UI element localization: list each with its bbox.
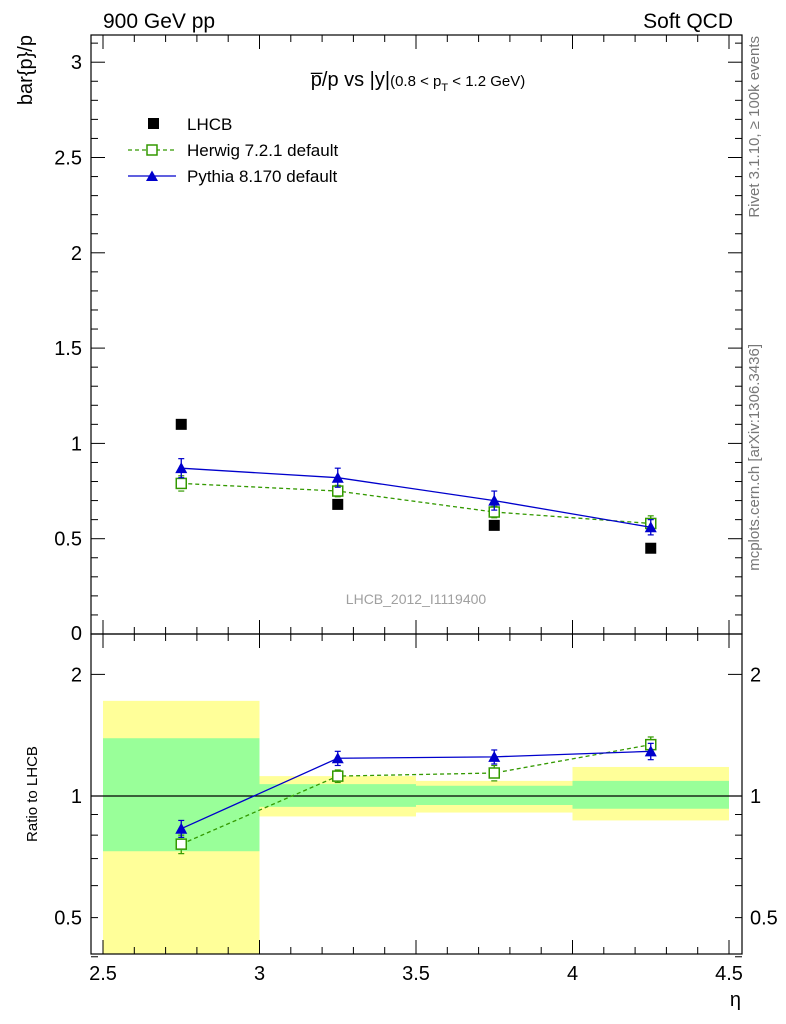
x-tick-label: 3.5 <box>402 963 430 985</box>
ratio-plot-panel: 0.5 0.5 1 1 2 2 2.5 3 3.5 4 4.5 Ratio to LHCB η <box>24 633 778 1011</box>
legend-entry-herwig: Herwig 7.2.1 default <box>128 141 338 160</box>
data-point <box>488 750 501 762</box>
header-left-label: 900 GeV pp <box>103 10 215 33</box>
main-y-axis-label: bar{p}/p <box>15 35 37 105</box>
ratio-y-tick-label-right: 0.5 <box>750 908 778 930</box>
series-line <box>180 744 651 845</box>
main-y-tick-label: 1.5 <box>54 338 82 360</box>
x-tick-label: 4.5 <box>715 963 743 985</box>
title-cut-close: < 1.2 GeV) <box>448 73 525 90</box>
main-y-tick-label: 1 <box>71 433 82 455</box>
ratio-y-tick-label-right: 2 <box>750 664 761 686</box>
legend-label-lhcb: LHCB <box>187 115 232 134</box>
series-lhcb <box>175 418 657 554</box>
series-herwig <box>175 736 657 855</box>
series-line <box>181 467 651 528</box>
main-y-tick-labels: 0 0.5 1 1.5 2 2.5 3 <box>54 52 82 645</box>
data-point <box>175 838 187 850</box>
data-point <box>175 822 188 834</box>
data-point <box>175 418 187 430</box>
series-line <box>180 750 651 830</box>
title-cut-open: (0.8 < p <box>390 73 441 90</box>
data-point <box>332 770 344 782</box>
data-point <box>644 521 657 533</box>
main-plot-title: p̅/p vs |y|(0.8 < pT < 1.2 GeV) <box>311 69 526 94</box>
data-point <box>331 752 344 764</box>
x-axis-label: η <box>730 989 741 1011</box>
legend-marker-pythia <box>146 170 158 181</box>
ratio-series-group <box>175 736 657 855</box>
data-point <box>332 498 344 510</box>
ratio-axis-ticks <box>91 634 742 958</box>
ratio-y-tick-label: 0.5 <box>54 908 82 930</box>
mcplots-reference-text: mcplots.cern.ch [arXiv:1306.3436] <box>746 344 763 571</box>
main-y-tick-label: 3 <box>71 52 82 74</box>
ratio-y-tick-label: 1 <box>71 786 82 808</box>
header-right-label: Soft QCD <box>643 10 733 33</box>
ratio-plot-frame <box>90 633 743 955</box>
analysis-watermark: LHCB_2012_I1119400 <box>346 591 487 607</box>
ratio-y-tick-label: 2 <box>71 664 82 686</box>
legend-marker-herwig <box>146 144 158 156</box>
x-tick-labels: 2.5 3 3.5 4 4.5 <box>89 963 743 985</box>
x-tick-label: 3 <box>254 963 265 985</box>
main-axis-ticks <box>91 35 742 635</box>
data-point <box>175 462 188 474</box>
main-y-tick-label: 2.5 <box>54 148 82 170</box>
rivet-version-text: Rivet 3.1.10, ≥ 100k events <box>746 36 763 218</box>
series-herwig <box>175 475 657 532</box>
ratio-uncertainty-bands <box>103 700 729 954</box>
legend-marker-lhcb <box>148 118 159 129</box>
main-series-group <box>175 418 657 554</box>
data-point <box>488 767 500 779</box>
data-point <box>331 471 344 483</box>
data-point <box>645 542 657 554</box>
legend-label-herwig: Herwig 7.2.1 default <box>187 141 338 160</box>
uncertainty-band-inner <box>572 780 729 809</box>
title-cut-subscript: T <box>441 82 448 94</box>
x-tick-label: 2.5 <box>89 963 117 985</box>
data-point <box>488 494 501 506</box>
data-point <box>175 477 187 490</box>
ratio-y-axis-label: Ratio to LHCB <box>24 746 41 842</box>
main-y-tick-label-0: 0 <box>71 623 82 645</box>
uncertainty-band-inner <box>416 785 573 805</box>
main-plot-panel: 0 0.5 1 1.5 2 2.5 3 bar{p}/p p̅/p vs |y|(0.8 … <box>15 34 743 645</box>
legend: LHCB Herwig 7.2.1 default Pythia 8.170 d… <box>128 115 338 186</box>
x-tick-label: 4 <box>567 963 578 985</box>
legend-entry-lhcb: LHCB <box>148 115 232 134</box>
legend-label-pythia: Pythia 8.170 default <box>187 167 338 186</box>
data-point <box>644 745 657 757</box>
main-y-tick-label: 2 <box>71 243 82 265</box>
series-pythia <box>175 458 657 536</box>
series-pythia <box>175 742 657 838</box>
legend-entry-pythia: Pythia 8.170 default <box>128 167 338 186</box>
ratio-y-tick-labels: 0.5 0.5 1 1 2 2 <box>54 664 778 929</box>
svg-text:p̅/p vs |y|(0.8 < pT < 1.2 GeV: p̅/p vs |y|(0.8 < pT < 1.2 GeV) <box>311 69 526 94</box>
series-line <box>181 482 651 525</box>
ratio-y-tick-label-right: 1 <box>750 786 761 808</box>
main-y-tick-label: 0.5 <box>54 529 82 551</box>
title-main: p̅/p vs |y| <box>311 69 390 91</box>
data-point <box>488 519 500 531</box>
